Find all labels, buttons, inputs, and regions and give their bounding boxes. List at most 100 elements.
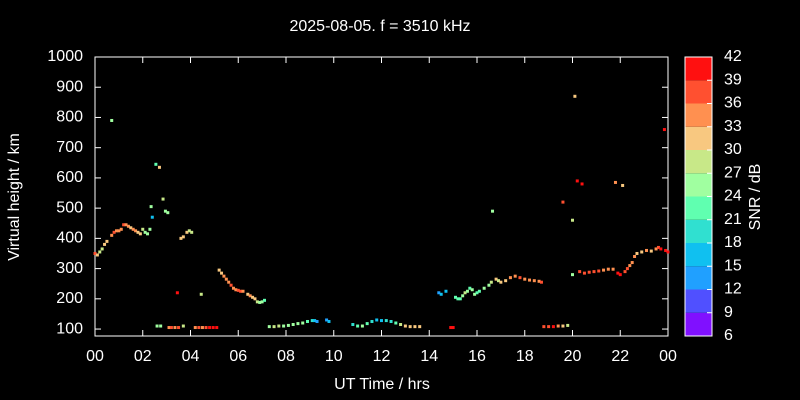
data-point (566, 323, 570, 327)
data-point (611, 267, 615, 271)
data-point (561, 324, 565, 328)
data-point (215, 326, 219, 330)
data-point (124, 223, 128, 227)
data-point (95, 253, 99, 257)
data-point (458, 297, 462, 301)
data-point (200, 326, 204, 330)
data-point (528, 278, 532, 282)
colorbar-tick-label: 39 (724, 71, 742, 88)
colorbar-tick-label: 36 (724, 95, 742, 112)
data-point (575, 179, 579, 183)
data-point (313, 319, 317, 323)
colorbar-tick-label: 12 (724, 281, 742, 298)
data-point (360, 324, 364, 328)
colorbar-band (685, 126, 712, 150)
data-point (659, 247, 663, 251)
data-point (625, 267, 629, 271)
data-point (157, 165, 161, 169)
data-point (623, 270, 627, 274)
data-point (187, 229, 191, 233)
data-point (470, 288, 474, 292)
colorbar-tick-label: 15 (724, 257, 742, 274)
data-point (613, 180, 617, 184)
data-point (167, 326, 171, 330)
data-point (315, 319, 319, 323)
data-point (185, 230, 189, 234)
data-point (463, 291, 467, 295)
data-point (291, 323, 295, 327)
data-point (175, 291, 179, 295)
data-point (413, 325, 417, 329)
data-point (131, 227, 135, 231)
data-point (263, 298, 267, 302)
data-point (227, 280, 231, 284)
data-point (640, 250, 644, 254)
data-point (394, 321, 398, 325)
data-point (645, 248, 649, 252)
data-point (98, 250, 102, 254)
colorbar-band (685, 312, 712, 336)
data-point (112, 230, 116, 234)
data-point (126, 224, 130, 228)
data-point (248, 294, 252, 298)
data-point (143, 230, 147, 234)
data-point (542, 325, 546, 329)
data-point (208, 326, 212, 330)
data-point (224, 277, 228, 281)
data-point (532, 279, 536, 283)
colorbar-band (685, 57, 712, 81)
data-point (649, 249, 653, 253)
colorbar-tick-label: 18 (724, 234, 742, 251)
colorbar-tick-label: 6 (724, 327, 733, 344)
data-point (504, 279, 508, 283)
data-point (177, 326, 181, 330)
data-point (351, 323, 355, 327)
data-point (231, 286, 235, 290)
data-point (134, 229, 138, 233)
colorbar-tick-label: 33 (724, 118, 742, 135)
data-point (454, 295, 458, 299)
data-point (491, 209, 495, 213)
data-point (100, 247, 104, 251)
data-point (513, 274, 517, 278)
data-point (375, 318, 379, 322)
data-point (461, 294, 465, 298)
data-point (181, 324, 185, 328)
data-point (537, 279, 541, 283)
data-point (656, 245, 660, 249)
data-point (301, 321, 305, 325)
data-point (449, 326, 453, 330)
data-point (621, 183, 625, 187)
data-point (241, 289, 245, 293)
data-point (93, 251, 97, 255)
data-point (105, 239, 109, 243)
data-point (251, 295, 255, 299)
data-point (456, 297, 460, 301)
data-point (370, 319, 374, 323)
data-point (246, 292, 250, 296)
x-tick-label: 04 (182, 348, 200, 365)
data-point (286, 323, 290, 327)
data-point (580, 182, 584, 186)
data-point (166, 211, 170, 215)
colorbar-band (685, 196, 712, 220)
data-point (444, 289, 448, 293)
data-point (556, 324, 560, 328)
x-tick-label: 16 (468, 348, 486, 365)
data-point (161, 197, 165, 201)
data-point (179, 236, 183, 240)
data-point (255, 300, 259, 304)
data-point (110, 233, 114, 237)
data-point (150, 215, 154, 219)
data-point (573, 94, 577, 98)
data-point (602, 268, 606, 272)
data-point (496, 279, 500, 283)
data-point (181, 235, 185, 239)
data-point (305, 319, 309, 323)
data-point (437, 291, 441, 295)
data-point (523, 277, 527, 281)
data-point (239, 289, 243, 293)
data-point (327, 319, 331, 323)
data-point (260, 300, 264, 304)
data-point (103, 242, 107, 246)
